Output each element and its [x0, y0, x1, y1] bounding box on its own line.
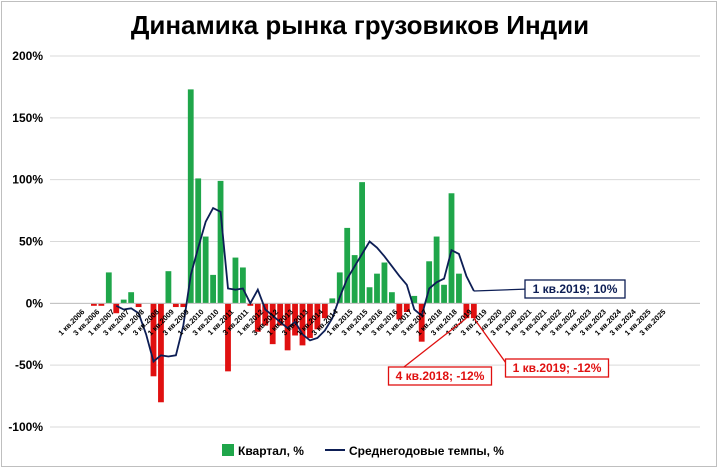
bar	[307, 303, 313, 338]
line-series-annual-average	[115, 206, 475, 364]
bar	[91, 303, 97, 306]
y-tick-label: 50%	[19, 235, 43, 249]
bar	[470, 303, 477, 319]
bar	[165, 271, 172, 304]
legend: Квартал, % Среднегодовые темпы, %	[222, 444, 504, 458]
bar	[135, 303, 142, 308]
bar	[225, 303, 231, 372]
bar	[418, 303, 425, 342]
callouts: 1 кв.2019; 10% 4 кв.2018; -12% 1 кв.2019; …	[387, 279, 626, 386]
bar	[172, 303, 179, 308]
bar	[284, 303, 291, 351]
bar	[336, 272, 343, 304]
bar	[321, 303, 328, 319]
bar	[202, 236, 209, 304]
bar	[217, 180, 224, 304]
bar	[292, 303, 298, 336]
bar	[113, 303, 120, 314]
bar	[254, 303, 261, 332]
y-axis-ticks: 200% 150% 100% 50% 0% -50% -100%	[8, 49, 43, 434]
bar	[426, 261, 433, 304]
bar	[277, 303, 284, 326]
y-tick-label: 100%	[12, 173, 43, 187]
bar-series-quarterly	[91, 89, 477, 403]
bar	[240, 267, 246, 304]
bar	[351, 255, 358, 304]
bar	[314, 303, 321, 330]
callout-box	[387, 366, 493, 386]
bar	[195, 178, 202, 304]
legend-label-quarterly: Квартал, %	[238, 444, 304, 458]
y-tick-label: -100%	[8, 420, 43, 434]
bar	[359, 182, 365, 304]
callout-label: 1 кв.2019; -12%	[513, 361, 602, 375]
bar	[366, 287, 373, 304]
bar	[463, 303, 470, 319]
callout-box	[504, 358, 610, 378]
bar	[187, 89, 194, 304]
bar	[210, 274, 216, 304]
bar	[396, 303, 403, 320]
y-tick-label: -50%	[15, 358, 43, 372]
bar	[456, 273, 462, 304]
legend-label-annual: Среднегодовые темпы, %	[349, 444, 504, 458]
y-tick-label: 200%	[12, 49, 43, 63]
bar	[411, 295, 418, 304]
callout-leader	[473, 317, 511, 369]
chart-title: Динамика рынка грузовиков Индии	[131, 10, 589, 40]
legend-swatch-quarterly	[222, 444, 234, 456]
bar	[150, 303, 157, 377]
bar	[232, 257, 239, 304]
y-tick-label: 0%	[26, 296, 44, 310]
bar	[441, 284, 447, 304]
bar	[389, 292, 395, 304]
bar	[448, 193, 455, 304]
y-tick-label: 150%	[12, 111, 43, 125]
callout-box	[524, 279, 626, 299]
bar	[381, 262, 388, 304]
bar	[329, 298, 336, 304]
bar	[344, 227, 351, 304]
bar	[262, 303, 269, 326]
bar	[299, 303, 306, 346]
bar	[374, 273, 380, 304]
bar	[403, 303, 410, 312]
bar	[180, 303, 187, 308]
callout-label: 4 кв.2018; -12%	[396, 369, 485, 383]
bar	[98, 303, 105, 306]
bar	[105, 272, 112, 304]
bar	[433, 236, 440, 304]
bar	[269, 303, 276, 345]
bar	[158, 303, 164, 403]
callout-leader	[473, 288, 530, 292]
bar	[128, 292, 135, 304]
callout-label: 1 кв.2019; 10%	[533, 282, 618, 296]
bar	[120, 299, 127, 304]
